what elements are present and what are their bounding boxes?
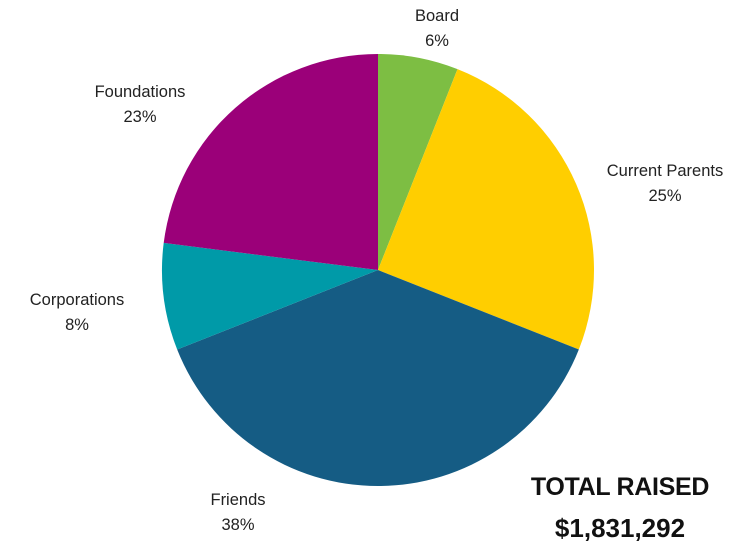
pie-slice-friends bbox=[177, 270, 579, 486]
pie-slice-corporations bbox=[162, 242, 378, 350]
total-raised-label: TOTAL RAISED bbox=[530, 473, 710, 501]
slice-percent-friends: 38% bbox=[221, 516, 254, 534]
pie-slice-foundations bbox=[163, 54, 378, 270]
pie-slice-board bbox=[378, 54, 458, 270]
pie-slices bbox=[162, 54, 594, 486]
slice-percent-board: 6% bbox=[425, 32, 449, 50]
total-raised-value: $1,831,292 bbox=[554, 513, 686, 543]
slice-label-friends: Friends bbox=[210, 491, 265, 509]
slice-label-board: Board bbox=[415, 7, 459, 25]
total-raised-block: TOTAL RAISED $1,831,292 bbox=[495, 470, 745, 546]
slice-percent-corporations: 8% bbox=[65, 316, 89, 334]
slice-percent-foundations: 23% bbox=[123, 108, 156, 126]
pie-slice-current-parents bbox=[378, 69, 594, 350]
slice-label-current-parents: Current Parents bbox=[607, 162, 723, 180]
pie-labels: Board 6% Current Parents 25% Friends 38% Corpo… bbox=[30, 7, 723, 534]
slice-label-foundations: Foundations bbox=[95, 83, 186, 101]
slice-percent-current-parents: 25% bbox=[648, 187, 681, 205]
slice-label-corporations: Corporations bbox=[30, 291, 124, 309]
